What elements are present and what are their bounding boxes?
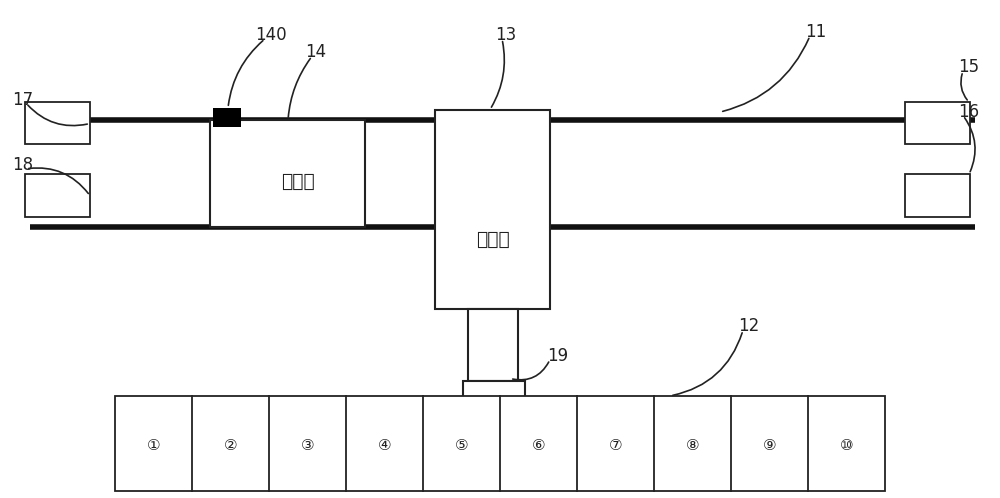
Bar: [468, 309, 518, 381]
Bar: [905, 102, 970, 144]
Text: 17: 17: [12, 91, 33, 109]
Text: 熄焦车: 熄焦车: [281, 172, 314, 191]
Text: 12: 12: [738, 317, 759, 335]
Bar: [210, 120, 365, 227]
Text: ①: ①: [147, 438, 160, 453]
Text: 140: 140: [255, 26, 287, 44]
Text: ④: ④: [378, 438, 391, 453]
Bar: [905, 174, 970, 217]
Text: 19: 19: [547, 347, 568, 365]
Text: ⑤: ⑤: [455, 438, 468, 453]
Text: 14: 14: [305, 43, 326, 61]
Text: ⑨: ⑨: [763, 438, 776, 453]
Bar: [213, 108, 241, 127]
Bar: [25, 102, 90, 144]
Text: 拦焦车: 拦焦车: [476, 230, 509, 249]
Text: 11: 11: [805, 23, 826, 41]
Text: ⑩: ⑩: [840, 438, 853, 453]
Bar: [115, 396, 885, 491]
Text: 15: 15: [958, 58, 979, 76]
Text: ⑧: ⑧: [686, 438, 699, 453]
Text: 13: 13: [495, 26, 516, 44]
Text: 16: 16: [958, 103, 979, 121]
Bar: [435, 110, 550, 309]
Text: ⑦: ⑦: [609, 438, 622, 453]
Text: ③: ③: [301, 438, 314, 453]
Bar: [463, 381, 525, 433]
Text: 18: 18: [12, 156, 33, 174]
Text: ②: ②: [224, 438, 237, 453]
Text: ⑥: ⑥: [532, 438, 545, 453]
Bar: [25, 174, 90, 217]
